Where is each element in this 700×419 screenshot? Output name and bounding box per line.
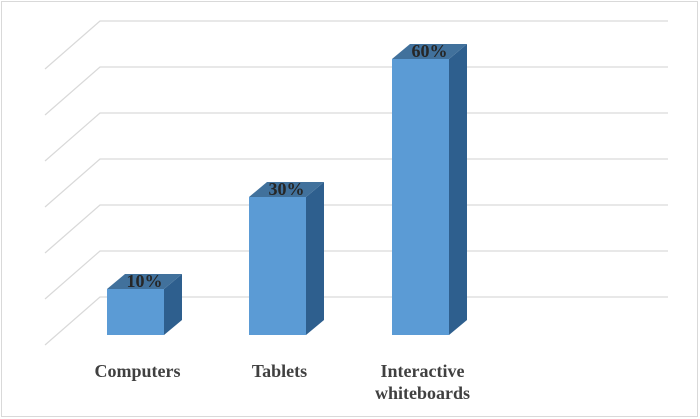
gridline	[44, 250, 668, 300]
data-label: 30%	[269, 179, 305, 199]
category-label: Interactive	[381, 361, 465, 381]
gridline	[44, 112, 668, 162]
gridline	[44, 66, 668, 116]
gridline	[44, 158, 668, 208]
category-label: Tablets	[252, 361, 307, 381]
gridlines	[44, 20, 668, 346]
gridline	[44, 20, 668, 70]
data-label: 10%	[127, 271, 163, 291]
bar-front	[392, 59, 449, 335]
bar-top	[249, 182, 324, 197]
bar-top	[392, 44, 467, 59]
bar-top	[107, 274, 182, 289]
bar-2	[249, 182, 324, 335]
data-labels: 10% 30% 60%	[127, 41, 448, 291]
bars	[107, 44, 467, 335]
bar-side	[449, 44, 467, 335]
gridline	[44, 296, 668, 346]
bar-1	[107, 274, 182, 335]
bar-front	[249, 197, 306, 335]
bar-side	[306, 182, 324, 335]
bar-front	[107, 289, 164, 335]
data-label: 60%	[412, 41, 448, 61]
bar-3	[392, 44, 467, 335]
category-label: whiteboards	[375, 383, 470, 403]
category-label: Computers	[95, 361, 181, 381]
gridline	[44, 204, 668, 254]
bar-side	[164, 274, 182, 335]
